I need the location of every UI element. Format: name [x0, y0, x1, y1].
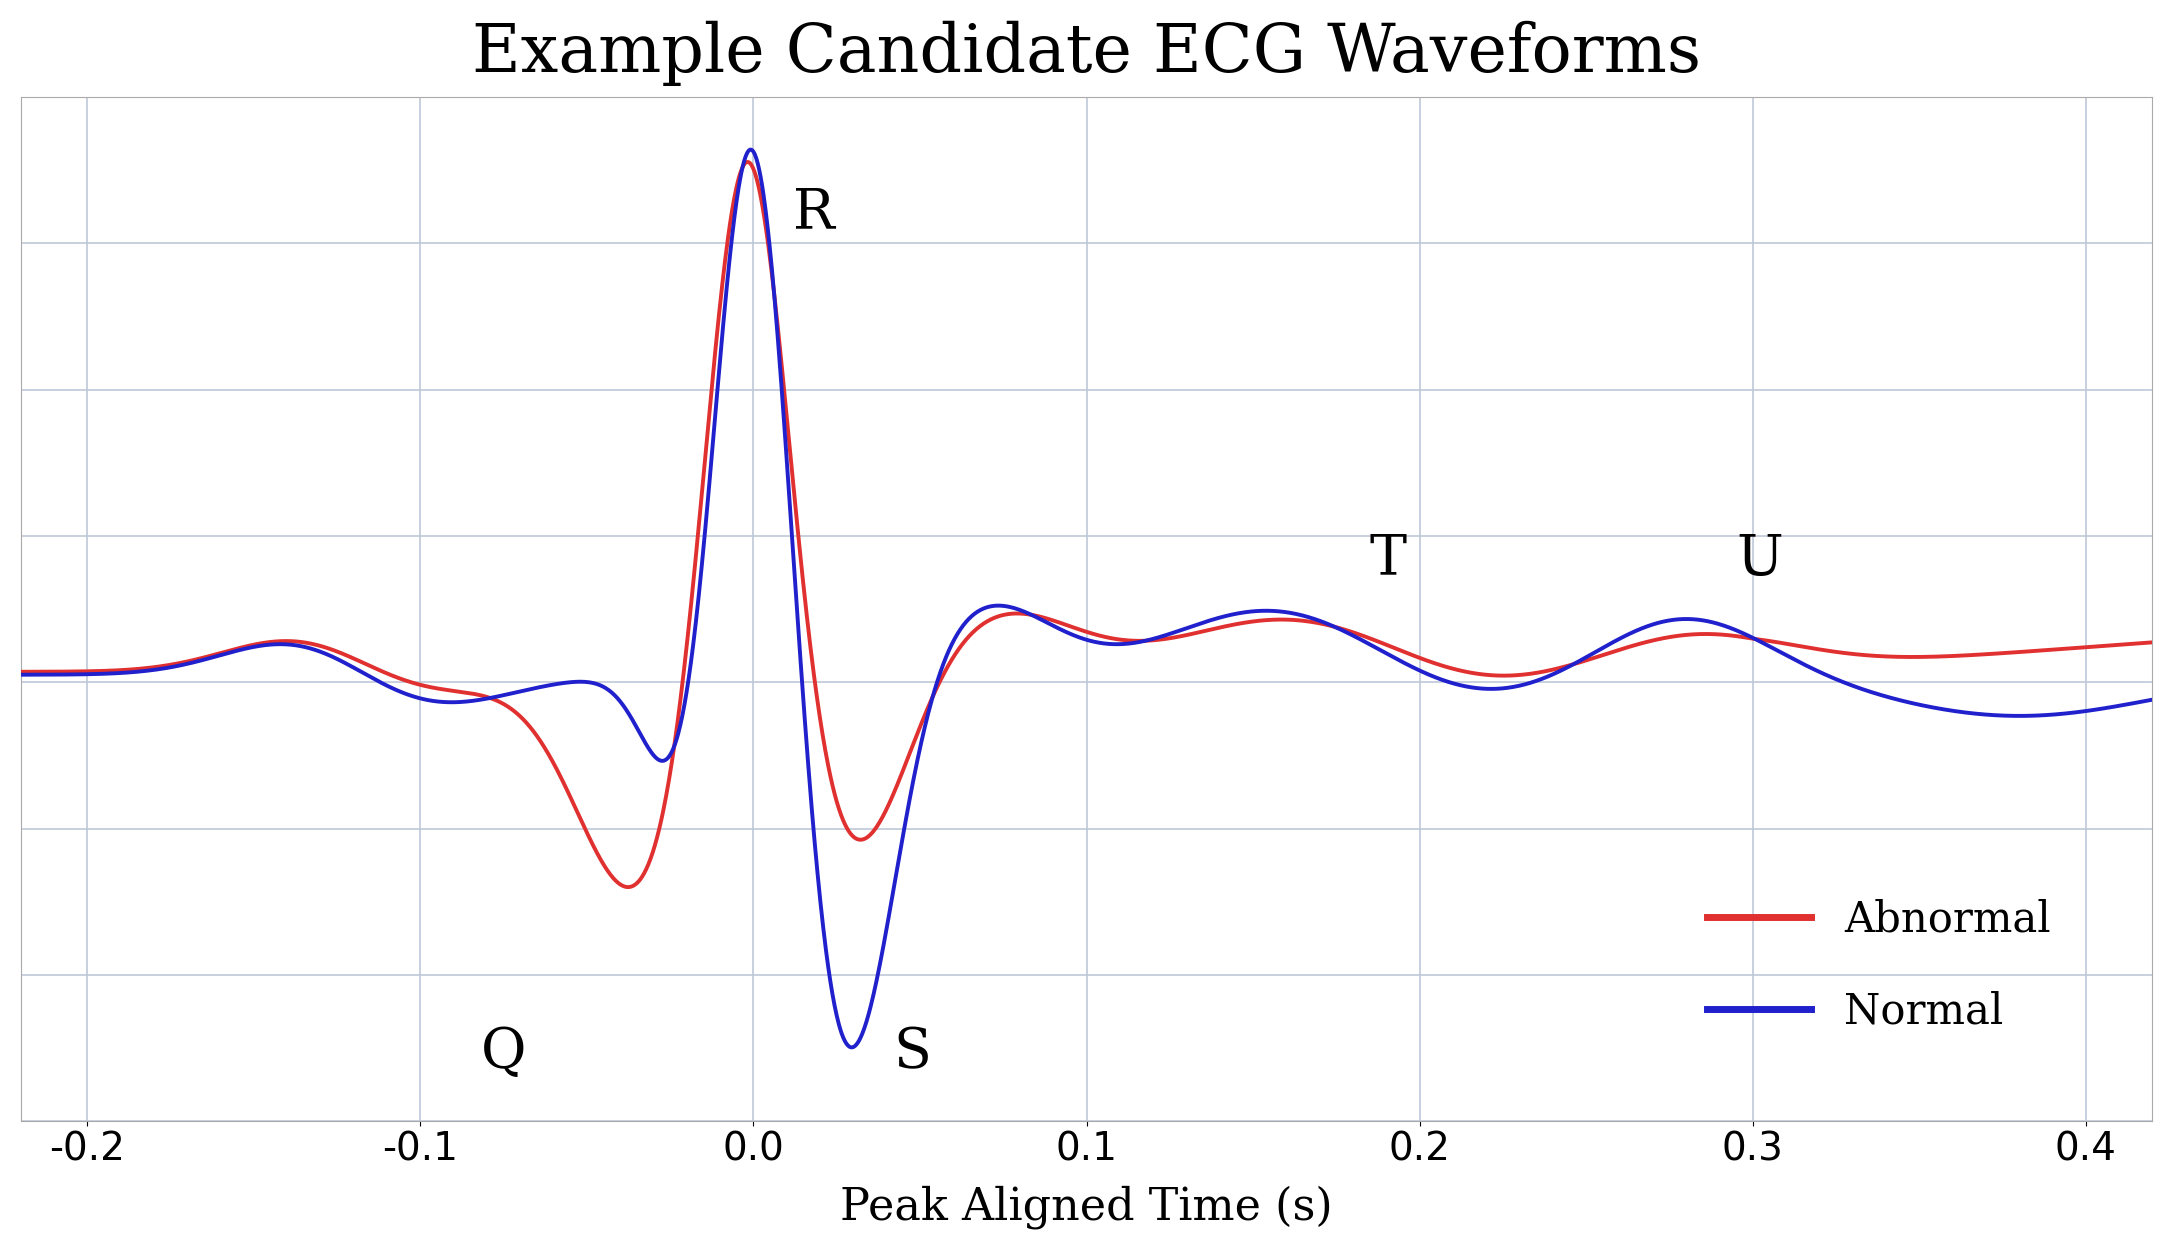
Legend: Abnormal, Normal: Abnormal, Normal — [1691, 881, 2067, 1049]
Text: S: S — [893, 1025, 932, 1080]
Text: R: R — [793, 185, 834, 240]
X-axis label: Peak Aligned Time (s): Peak Aligned Time (s) — [841, 1185, 1332, 1229]
Text: T: T — [1369, 531, 1406, 586]
Text: Q: Q — [480, 1025, 526, 1080]
Text: U: U — [1736, 531, 1782, 586]
Title: Example Candidate ECG Waveforms: Example Candidate ECG Waveforms — [472, 21, 1701, 86]
